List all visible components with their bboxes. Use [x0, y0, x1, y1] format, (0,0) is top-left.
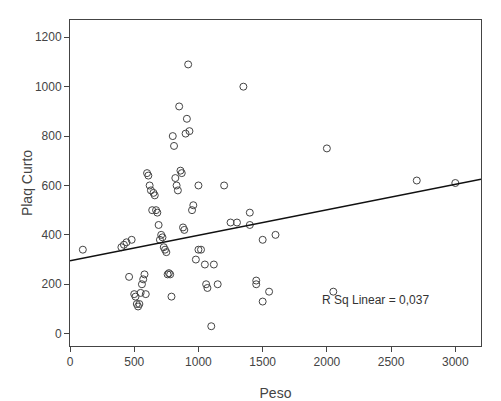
svg-text:Peso: Peso [260, 385, 292, 401]
svg-text:1500: 1500 [249, 355, 276, 369]
svg-text:0: 0 [67, 355, 74, 369]
svg-text:600: 600 [42, 179, 62, 193]
svg-text:1000: 1000 [35, 80, 62, 94]
svg-text:2000: 2000 [314, 355, 341, 369]
svg-text:R Sq Linear = 0,037: R Sq Linear = 0,037 [322, 293, 429, 307]
svg-text:Plaq Curto: Plaq Curto [19, 150, 35, 216]
svg-text:1200: 1200 [35, 30, 62, 44]
svg-text:1000: 1000 [185, 355, 212, 369]
svg-text:3000: 3000 [442, 355, 469, 369]
svg-text:800: 800 [42, 129, 62, 143]
svg-text:0: 0 [55, 327, 62, 341]
svg-text:400: 400 [42, 228, 62, 242]
svg-text:500: 500 [124, 355, 144, 369]
svg-text:2500: 2500 [378, 355, 405, 369]
svg-text:200: 200 [42, 277, 62, 291]
